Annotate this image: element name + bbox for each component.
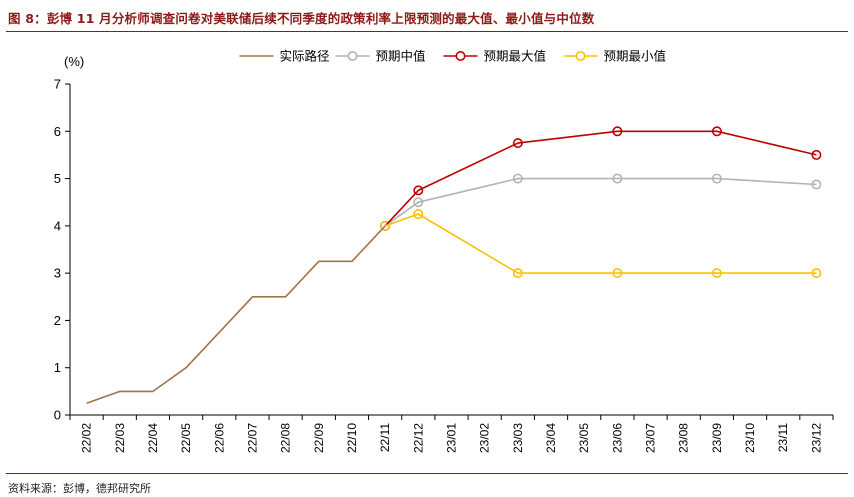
x-tick-label: 22/05 [179,423,193,453]
series-line-2 [384,177,817,227]
x-tick-label: 22/08 [279,423,293,453]
legend-entry-1: 实际路径 [239,49,330,64]
source-rule [6,473,848,474]
x-tick-label: 22/11 [378,423,392,452]
legend-label: 实际路径 [280,49,330,64]
legend-swatch-marker [347,50,358,61]
x-tick-label: 23/09 [710,423,724,453]
x-tick-label: 22/07 [245,423,259,453]
series-3-point [811,149,822,160]
x-tick-label: 23/02 [478,423,492,453]
y-axis-label: (%) [64,54,84,69]
x-tick-label: 23/08 [677,423,691,453]
x-tick-label: 23/07 [644,423,658,453]
y-tick-label: 7 [54,77,61,92]
legend-entry-3: 预期最大值 [443,49,547,64]
legend-label: 预期最小值 [604,49,667,64]
figure-title: 图 8：彭博 11 月分析师调查问卷对美联储后续不同季度的政策利率上限预测的最大… [8,11,595,26]
series-line-4 [384,213,817,274]
x-tick-label: 23/10 [743,423,757,453]
y-axis: 0 1 2 3 4 5 6 7 [54,77,71,423]
legend-swatch-marker [455,50,466,61]
x-tick-label: 22/02 [80,423,94,453]
legend-swatch-marker [575,50,586,61]
x-axis: 22/02 22/03 22/04 22/05 22/06 22/07 22/08 22/09… [69,414,834,453]
legend-label: 预期最大值 [484,49,547,64]
marker-layer [380,126,822,279]
y-tick-label: 3 [54,266,61,281]
y-tick-label: 5 [54,171,61,186]
x-tick-label: 23/01 [445,423,459,453]
title-rule [6,31,848,32]
x-tick-label: 23/05 [577,423,591,453]
x-tick-label: 23/11 [776,423,790,452]
series-line-1 [86,225,386,404]
x-tick-label: 22/09 [312,423,326,453]
x-tick-label: 22/04 [146,423,160,453]
legend-entry-2: 预期中值 [335,49,426,64]
x-tick-label: 23/04 [544,423,558,453]
y-tick-label: 2 [54,313,61,328]
series-layer [86,126,822,404]
x-tick-label: 23/03 [511,423,525,453]
y-tick-label: 0 [54,408,61,423]
y-tick-label: 4 [54,218,61,233]
x-tick-label: 23/06 [610,423,624,453]
y-tick-label: 1 [54,360,61,375]
x-tick-label: 22/12 [411,423,425,453]
x-tick-label: 22/10 [345,423,359,453]
legend-entry-4: 预期最小值 [563,49,667,64]
series-line-3 [384,130,817,227]
legend: 实际路径 预期中值 预期最大值 预期最小值 [239,49,667,64]
x-tick-label: 22/06 [212,423,226,453]
y-tick-label: 6 [54,124,61,139]
x-tick-label: 22/03 [113,423,127,453]
legend-label: 预期中值 [376,49,426,64]
source-note: 资料来源：彭博，德邦研究所 [8,482,151,495]
x-tick-label: 23/12 [809,423,823,453]
